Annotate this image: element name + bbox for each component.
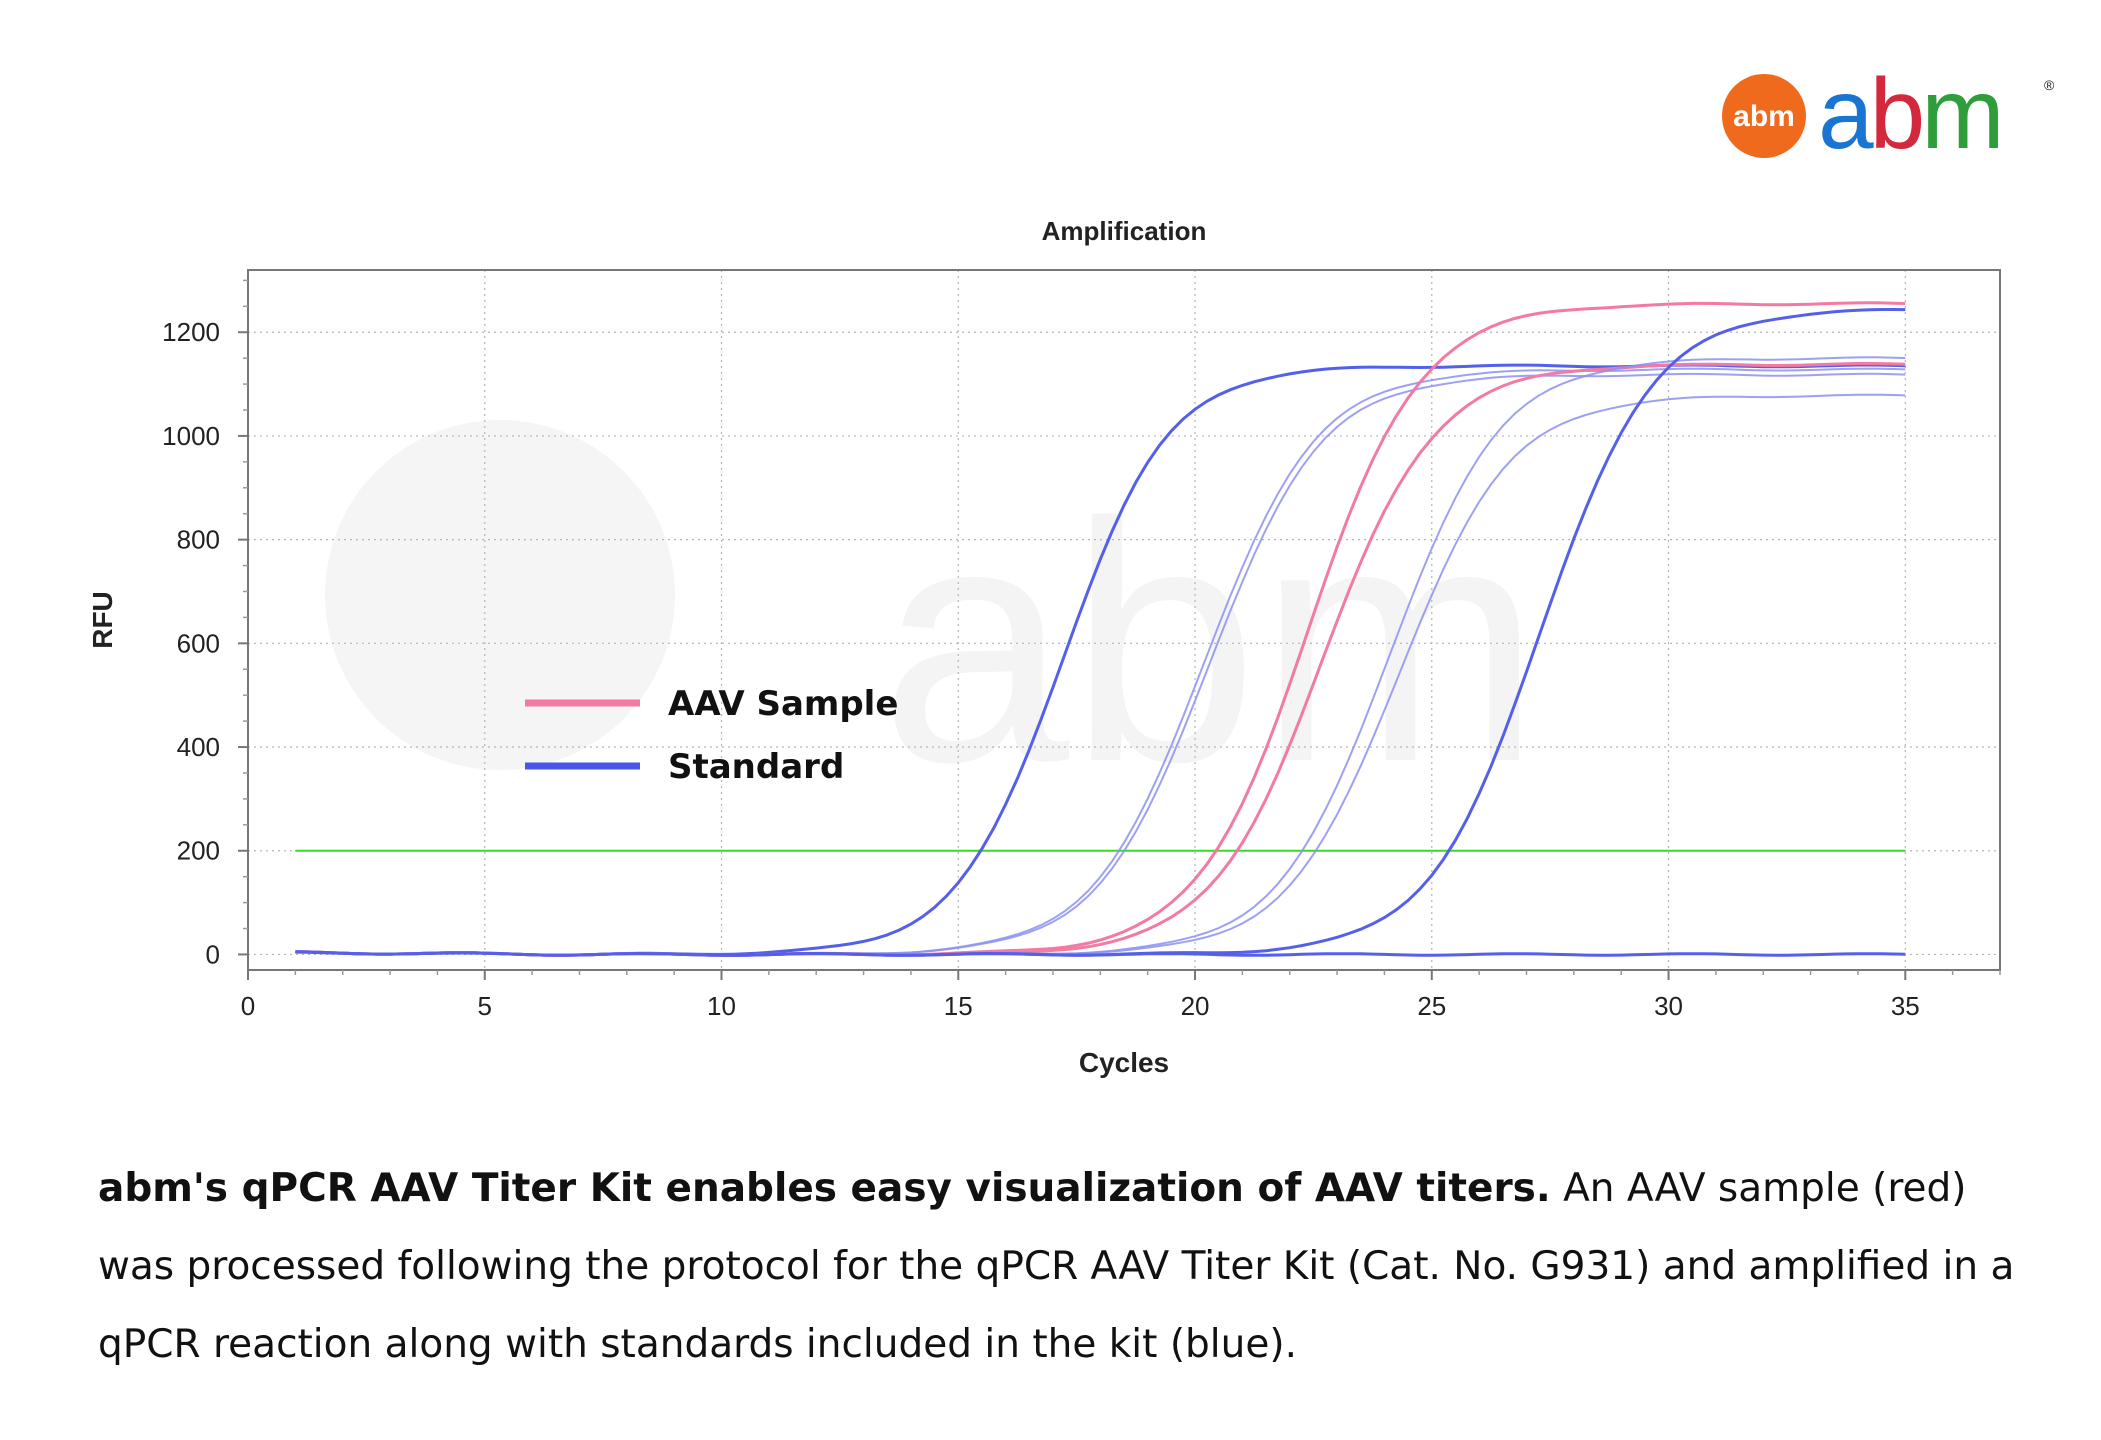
- y-tick-label: 800: [177, 525, 220, 555]
- legend-label: AAV Sample: [668, 684, 898, 724]
- caption-text: An AAV sample (red) was processed follow…: [98, 1166, 2015, 1367]
- y-tick-label: 1200: [162, 317, 220, 347]
- x-tick-label: 5: [478, 991, 492, 1021]
- logo-badge: [1722, 74, 1806, 158]
- x-tick-label: 30: [1654, 991, 1683, 1021]
- logo-registered-mark: ®: [2044, 77, 2055, 93]
- legend-label: Standard: [668, 747, 844, 787]
- series-line-standard: [295, 950, 1906, 957]
- y-axis-label: RFU: [87, 591, 118, 649]
- x-tick-label: 0: [241, 991, 255, 1021]
- y-tick-label: 1000: [162, 421, 220, 451]
- x-tick-label: 20: [1181, 991, 1210, 1021]
- x-tick-label: 35: [1891, 991, 1920, 1021]
- x-tick-label: 10: [707, 991, 736, 1021]
- chart-title: Amplification: [1042, 216, 1207, 246]
- plot-frame: [247, 269, 2001, 971]
- y-tick-label: 400: [177, 732, 220, 762]
- y-tick-label: 600: [177, 628, 220, 658]
- x-axis-label: Cycles: [1079, 1047, 1169, 1078]
- logo-badge-text: abm: [1733, 100, 1795, 133]
- abm-logo: abm abm ®: [1722, 62, 2055, 162]
- x-tick-label: 25: [1417, 991, 1446, 1021]
- caption-bold: abm's qPCR AAV Titer Kit enables easy vi…: [98, 1166, 1551, 1211]
- watermark-badge: [325, 420, 675, 770]
- y-tick-label: 0: [206, 939, 220, 969]
- logo-wordmark: abm: [1818, 62, 2001, 162]
- x-tick-label: 15: [944, 991, 973, 1021]
- figure-caption: abm's qPCR AAV Titer Kit enables easy vi…: [98, 1150, 2028, 1384]
- y-tick-label: 200: [177, 836, 220, 866]
